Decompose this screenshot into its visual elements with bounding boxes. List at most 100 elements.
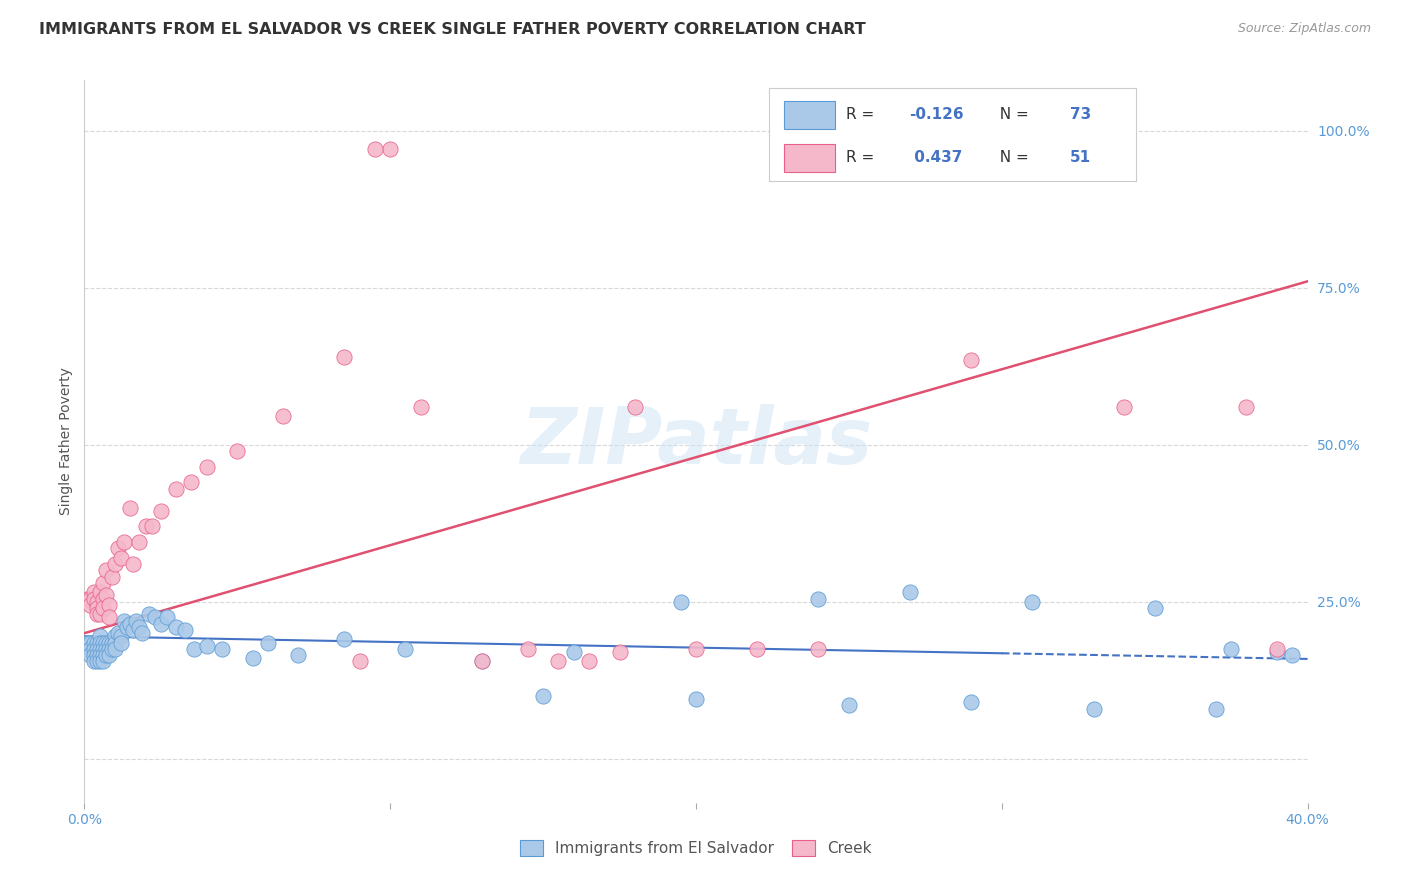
Point (128, 535, 150, 549)
Point (138, 607, 160, 622)
Point (91, 635, 114, 649)
Point (112, 535, 135, 549)
Point (76, 635, 98, 649)
Point (83, 585, 105, 599)
Point (409, 400, 432, 414)
Point (1143, 601, 1166, 615)
Text: IMMIGRANTS FROM EL SALVADOR VS CREEK SINGLE FATHER POVERTY CORRELATION CHART: IMMIGRANTS FROM EL SALVADOR VS CREEK SIN… (39, 22, 866, 37)
Point (333, 632, 356, 647)
Point (115, 620, 138, 634)
Point (547, 655, 569, 669)
Point (76, 641, 98, 656)
Point (165, 620, 187, 634)
Text: ZIPatlas: ZIPatlas (520, 403, 872, 480)
Point (1205, 701, 1227, 715)
Point (165, 482, 187, 496)
Point (226, 444, 249, 458)
Point (149, 616, 172, 631)
Point (1021, 595, 1043, 609)
Point (1281, 648, 1303, 662)
Point (101, 569, 124, 583)
Point (141, 519, 163, 533)
Point (122, 623, 145, 637)
Point (104, 641, 127, 656)
Point (79, 648, 101, 662)
Point (578, 655, 600, 669)
Point (110, 635, 132, 649)
Point (89, 607, 111, 622)
Point (76, 591, 98, 606)
Point (471, 655, 494, 669)
Point (174, 623, 197, 637)
Point (349, 655, 371, 669)
Point (149, 503, 172, 517)
Point (89, 655, 111, 669)
Point (83, 635, 105, 649)
Point (135, 519, 157, 533)
Point (131, 626, 153, 640)
Point (471, 655, 494, 669)
Point (94, 648, 117, 662)
Point (1220, 641, 1243, 656)
Point (97, 598, 120, 612)
Point (83, 648, 105, 662)
Point (89, 635, 111, 649)
Point (79, 635, 101, 649)
Point (89, 629, 111, 643)
Point (91, 575, 114, 590)
Point (91, 655, 114, 669)
Point (94, 641, 117, 656)
Point (94, 563, 117, 577)
Point (960, 352, 983, 367)
Y-axis label: Single Father Poverty: Single Father Poverty (59, 368, 73, 516)
Point (83, 591, 105, 606)
Text: Source: ZipAtlas.com: Source: ZipAtlas.com (1237, 22, 1371, 36)
Point (211, 641, 233, 656)
Point (110, 550, 132, 565)
Point (122, 557, 145, 571)
Point (1236, 400, 1258, 414)
Point (104, 635, 127, 649)
Point (86, 641, 108, 656)
Point (91, 641, 114, 656)
Point (101, 635, 124, 649)
Point (1265, 641, 1288, 656)
Point (685, 641, 707, 656)
Point (97, 641, 120, 656)
Point (110, 629, 132, 643)
Legend: Immigrants from El Salvador, Creek: Immigrants from El Salvador, Creek (512, 832, 880, 863)
Point (128, 620, 150, 634)
Point (107, 541, 129, 556)
Point (97, 648, 120, 662)
Point (156, 610, 179, 624)
Point (271, 409, 294, 424)
Point (669, 595, 692, 609)
Point (86, 635, 108, 649)
Point (79, 598, 101, 612)
Point (807, 591, 830, 606)
Point (79, 641, 101, 656)
Point (86, 607, 108, 622)
Point (333, 350, 356, 364)
Point (94, 635, 117, 649)
Point (562, 645, 585, 659)
Point (195, 459, 218, 474)
Point (83, 655, 105, 669)
Point (91, 591, 114, 606)
Point (91, 648, 114, 662)
Point (1265, 645, 1288, 659)
Point (89, 648, 111, 662)
Point (89, 641, 111, 656)
Point (104, 629, 127, 643)
Point (195, 639, 218, 653)
Point (79, 591, 101, 606)
Point (380, 142, 402, 156)
Point (86, 595, 108, 609)
Point (1083, 701, 1105, 715)
Point (516, 641, 538, 656)
Point (86, 601, 108, 615)
Point (83, 641, 105, 656)
Point (107, 626, 129, 640)
Point (180, 475, 202, 490)
Point (104, 557, 127, 571)
